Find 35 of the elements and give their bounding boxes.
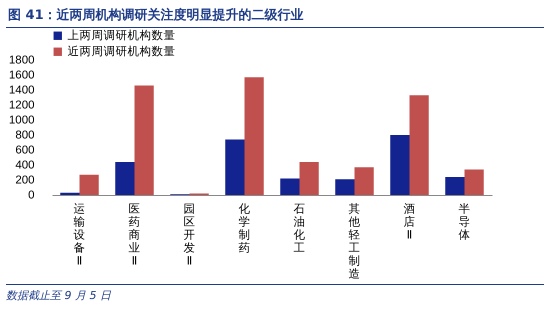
bar (280, 178, 300, 195)
y-tick-label: 1600 (8, 70, 34, 82)
legend-label: 上两周调研机构数量 (68, 28, 176, 42)
bar (80, 174, 99, 195)
x-tick-label: 半导体 (458, 202, 470, 242)
bar (225, 140, 244, 195)
y-tick-label: 600 (15, 144, 34, 156)
y-tick-label: 1800 (8, 54, 34, 66)
y-tick-label: 1200 (8, 100, 34, 112)
bar (464, 170, 484, 195)
x-tick-label: 酒店Ⅱ (404, 202, 416, 242)
bar (390, 135, 410, 195)
x-tick-label: 石油化工 (294, 202, 306, 254)
y-tick-label: 0 (28, 190, 34, 202)
text: 数据截止至 9 月 5 日 (6, 284, 544, 303)
bar (300, 162, 319, 195)
y-tick-label: 1000 (8, 114, 34, 126)
bar (134, 86, 154, 195)
bar (445, 177, 464, 195)
y-tick-label: 200 (15, 174, 34, 186)
bar (115, 162, 134, 195)
x-tick-label: 园区开发Ⅱ (184, 202, 196, 268)
y-tick-label: 800 (15, 130, 34, 142)
bar (335, 179, 354, 195)
bar (244, 77, 264, 195)
x-tick-label: 其他轻工制造 (348, 202, 360, 280)
y-tick-label: 1400 (8, 84, 34, 96)
x-tick-label: 医药商业Ⅱ (128, 202, 140, 268)
x-tick-label: 运输设备Ⅱ (74, 202, 86, 268)
x-tick-label: 化学制药 (238, 202, 250, 254)
y-tick-label: 400 (15, 160, 34, 172)
legend-label: 近两周调研机构数量 (68, 44, 176, 58)
chart-title: 图 41：近两周机构调研关注度明显提升的二级行业 (6, 4, 544, 28)
bar (410, 95, 429, 195)
bar (354, 167, 374, 195)
